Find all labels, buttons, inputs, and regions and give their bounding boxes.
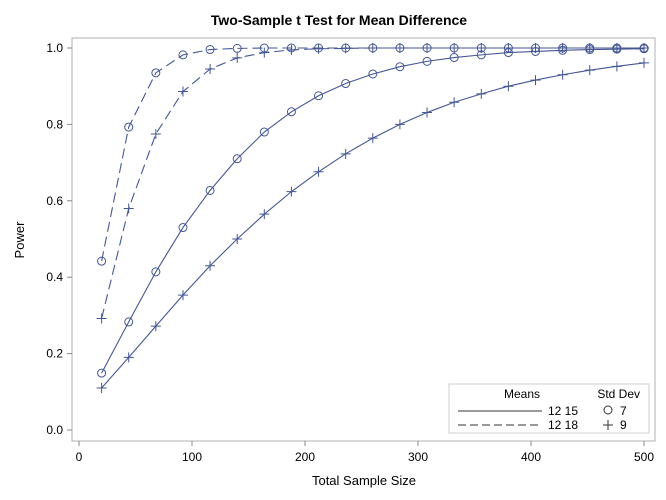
data-point-circle [178, 223, 188, 233]
data-point-circle [97, 256, 107, 266]
y-tick-label: 0.6 [46, 194, 63, 208]
data-point-circle [232, 154, 242, 164]
legend-plus-marker [603, 420, 613, 430]
data-point-plus [422, 107, 433, 118]
data-point-plus [150, 321, 161, 332]
legend-sd-1: 7 [620, 404, 627, 418]
data-point-plus [367, 43, 378, 53]
x-tick-label: 400 [521, 450, 541, 464]
data-point-plus [449, 97, 460, 108]
y-axis-label: Power [12, 221, 27, 259]
data-point-plus [611, 43, 622, 53]
data-point-plus [232, 52, 243, 63]
data-point-plus [177, 290, 188, 301]
data-point-plus [476, 88, 487, 99]
data-point-plus [449, 43, 460, 53]
data-point-plus [530, 75, 541, 86]
y-tick-label: 1.0 [46, 41, 63, 55]
series-3 [96, 43, 649, 324]
data-point-circle [395, 62, 405, 72]
x-tick-label: 100 [182, 450, 202, 464]
y-tick-label: 0.8 [46, 117, 63, 131]
data-point-circle [151, 267, 161, 277]
legend-means-1: 12 15 [548, 404, 578, 418]
data-point-circle [259, 127, 269, 137]
x-tick-label: 300 [408, 450, 428, 464]
data-point-circle [232, 43, 242, 53]
data-point-plus [557, 69, 568, 80]
data-point-plus [177, 86, 188, 97]
data-point-plus [340, 148, 351, 159]
series-line [101, 62, 645, 389]
plot-frame [71, 37, 656, 442]
legend-sd-header: Std Dev [597, 387, 640, 401]
data-point-plus [503, 43, 514, 53]
data-point-plus [96, 313, 107, 324]
chart-title: Two-Sample t Test for Mean Difference [211, 12, 467, 28]
data-point-plus [476, 43, 487, 53]
data-point-plus [367, 133, 378, 144]
data-point-plus [422, 43, 433, 53]
x-tick-label: 0 [76, 450, 83, 464]
data-point-plus [639, 57, 649, 68]
x-axis-label: Total Sample Size [312, 473, 416, 488]
data-point-plus [340, 43, 351, 54]
x-tick-label: 200 [295, 450, 315, 464]
data-point-plus [286, 186, 297, 197]
series-line [101, 47, 644, 262]
series-1 [96, 57, 649, 393]
data-point-circle [449, 53, 459, 63]
legend-means-header: Means [504, 387, 540, 401]
data-point-circle [422, 56, 432, 66]
legend: Means Std Dev 12 15 12 18 7 9 [448, 383, 650, 434]
x-tick-label: 500 [634, 450, 654, 464]
data-point-circle [205, 45, 215, 55]
data-point-plus [313, 43, 324, 54]
series-0 [97, 44, 649, 378]
data-point-plus [394, 43, 405, 53]
data-point-plus [286, 44, 297, 55]
data-point-circle [124, 317, 134, 327]
data-point-plus [584, 65, 595, 76]
data-point-circle [205, 185, 215, 195]
data-point-plus [205, 64, 216, 75]
data-point-circle [151, 68, 161, 78]
data-point-plus [313, 166, 324, 177]
data-point-plus [584, 43, 595, 53]
data-point-circle [178, 50, 188, 60]
data-point-plus [123, 203, 134, 214]
data-point-plus [611, 61, 622, 72]
legend-sd-2: 9 [620, 418, 627, 432]
data-point-plus [503, 81, 514, 92]
legend-means-2: 12 18 [548, 418, 578, 432]
data-point-plus [259, 209, 270, 220]
data-point-circle [341, 79, 351, 89]
data-point-plus [205, 260, 216, 271]
data-point-plus [530, 43, 541, 53]
data-point-plus [259, 47, 270, 58]
data-point-plus [557, 43, 568, 53]
data-point-circle [124, 122, 134, 132]
y-tick-label: 0.2 [46, 347, 63, 361]
series-line [101, 48, 645, 374]
data-point-circle [314, 91, 324, 101]
data-point-plus [150, 128, 161, 139]
data-point-circle [286, 107, 296, 117]
data-point-plus [232, 234, 243, 244]
data-point-plus [96, 382, 107, 393]
data-point-plus [123, 352, 134, 363]
data-point-circle [368, 69, 378, 79]
data-point-circle [97, 368, 107, 378]
legend-circle-marker [603, 405, 613, 415]
y-tick-label: 0.4 [46, 270, 63, 284]
y-tick-label: 0.0 [46, 423, 63, 437]
data-point-plus [394, 119, 405, 130]
data-point-plus [639, 43, 649, 53]
